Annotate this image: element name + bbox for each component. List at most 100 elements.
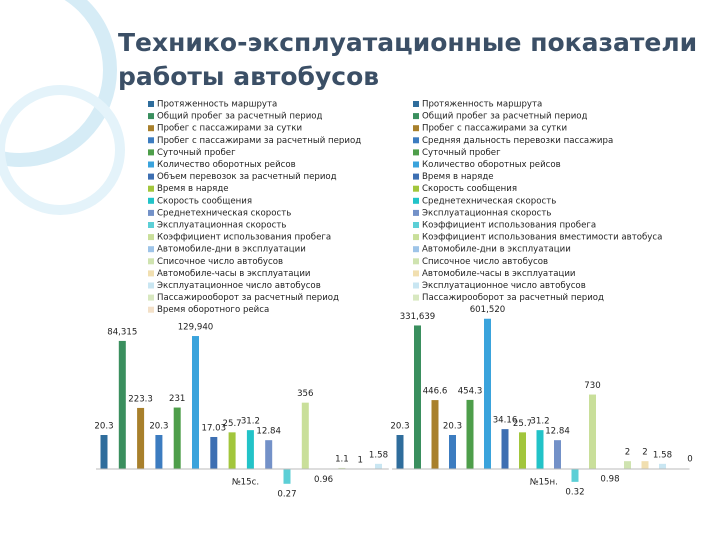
legend-swatch	[148, 306, 154, 313]
bar	[283, 469, 291, 484]
legend-swatch	[148, 137, 154, 144]
data-label: 25.7	[223, 419, 242, 429]
legend-swatch	[148, 113, 154, 120]
legend-swatch	[413, 185, 419, 192]
data-label: 0.98	[600, 475, 619, 485]
data-label: 356	[297, 389, 313, 399]
bar	[641, 461, 649, 469]
legend-swatch	[148, 173, 154, 180]
legend-label: Количество оборотных рейсов	[422, 160, 561, 170]
legend-swatch	[413, 258, 419, 265]
legend-swatch	[148, 125, 154, 132]
legend-label: Списочное число автобусов	[422, 257, 548, 267]
decor	[0, 85, 125, 215]
legend-swatch	[413, 270, 419, 277]
legend-label: Эксплуатационное число автобусов	[422, 281, 586, 291]
legend-label: Количество оборотных рейсов	[157, 160, 296, 170]
legend-label: Эксплуатационное число автобусов	[157, 281, 321, 291]
legend-swatch	[148, 101, 154, 107]
data-label: 601,520	[470, 305, 506, 315]
legend-swatch	[413, 125, 419, 132]
legend-label: Протяженность маршрута	[422, 100, 542, 110]
legend-swatch	[413, 101, 419, 107]
legend-swatch	[148, 161, 154, 168]
data-label: 231	[169, 394, 185, 404]
bar	[431, 400, 439, 469]
legend-label: Автомобиле-дни в эксплуатации	[157, 245, 306, 255]
legend-label: Средняя дальность перевозки пассажира	[422, 136, 613, 146]
data-label: 0.32	[565, 487, 584, 497]
legend-swatch	[148, 197, 154, 204]
bar	[484, 318, 491, 469]
x-category-label: №15с.	[232, 478, 259, 488]
data-label: 0.96	[314, 475, 333, 485]
legend-label: Время в наряде	[422, 172, 494, 182]
data-label: 454.3	[458, 386, 483, 396]
legend-swatch	[413, 294, 419, 301]
bar	[466, 399, 474, 469]
legend-label: Пассажирооборот за расчетный период	[157, 293, 339, 303]
legend-swatch	[413, 137, 419, 144]
bar	[536, 430, 544, 469]
decor	[0, 0, 117, 167]
legend-label: Коэффициент использования пробега	[157, 233, 331, 243]
data-label: 20.3	[443, 422, 462, 432]
bar	[118, 340, 126, 469]
bar	[246, 430, 254, 469]
data-label: 17.03	[201, 423, 226, 433]
bar	[301, 402, 309, 469]
bar	[571, 469, 579, 482]
legend-label: Списочное число автобусов	[157, 257, 283, 267]
data-label: 20.3	[390, 422, 409, 432]
legend-label: Скорость сообщения	[422, 184, 517, 194]
data-label: 331,639	[400, 312, 436, 322]
legend-swatch	[413, 113, 419, 120]
data-label: 129,940	[178, 323, 214, 333]
data-label: 1	[357, 456, 362, 466]
bar	[155, 435, 163, 469]
bar	[396, 435, 404, 469]
data-label: 12.84	[256, 427, 281, 437]
bar	[265, 440, 273, 469]
data-label: 12.84	[545, 427, 570, 437]
bar	[449, 435, 456, 469]
legend-swatch	[148, 246, 154, 253]
legend-label: Автомобиле-дни в эксплуатации	[422, 245, 571, 255]
bar	[100, 435, 108, 469]
legend-swatch	[148, 258, 154, 265]
bar	[414, 325, 421, 469]
bar	[210, 436, 218, 469]
legend-swatch	[148, 294, 154, 301]
data-label: 0	[687, 455, 692, 465]
bar	[375, 463, 382, 469]
legend-label: Общий пробег за расчетный период	[422, 112, 588, 122]
bar	[589, 394, 596, 469]
legend-label: Пробег с пассажирами за сутки	[157, 124, 302, 134]
data-label: 34.16	[493, 416, 518, 426]
legend-label: Эксплуатационная скорость	[157, 221, 286, 231]
legend-swatch	[413, 282, 419, 289]
legend-swatch	[148, 185, 154, 192]
data-label: 25.7	[513, 419, 532, 429]
legend-swatch	[413, 161, 419, 168]
legend-label: Автомобиле-часы в эксплуатации	[422, 269, 575, 279]
legend-label: Пробег с пассажирами за сутки	[422, 124, 567, 134]
legend-label: Пробег с пассажирами за расчетный период	[157, 136, 361, 146]
data-label: 31.2	[530, 417, 549, 427]
data-label: 1.58	[653, 450, 672, 460]
bar	[228, 432, 236, 469]
legend-label: Пассажирооборот за расчетный период	[422, 293, 604, 303]
legend-swatch	[413, 173, 419, 180]
data-label: 84,315	[107, 327, 137, 337]
data-label: 0.27	[277, 489, 296, 499]
legend-label: Суточный пробег	[157, 148, 236, 158]
bar	[137, 407, 145, 469]
legend-label: Среднетехническая скорость	[157, 208, 291, 218]
legend-label: Время в наряде	[157, 184, 229, 194]
legend-swatch	[413, 234, 419, 241]
data-label: 1.58	[369, 450, 388, 460]
legend-label: Коэффициент использования пробега	[422, 221, 596, 231]
legend-label: Суточный пробег	[422, 148, 501, 158]
legend-label: Время оборотного рейса	[157, 305, 269, 315]
